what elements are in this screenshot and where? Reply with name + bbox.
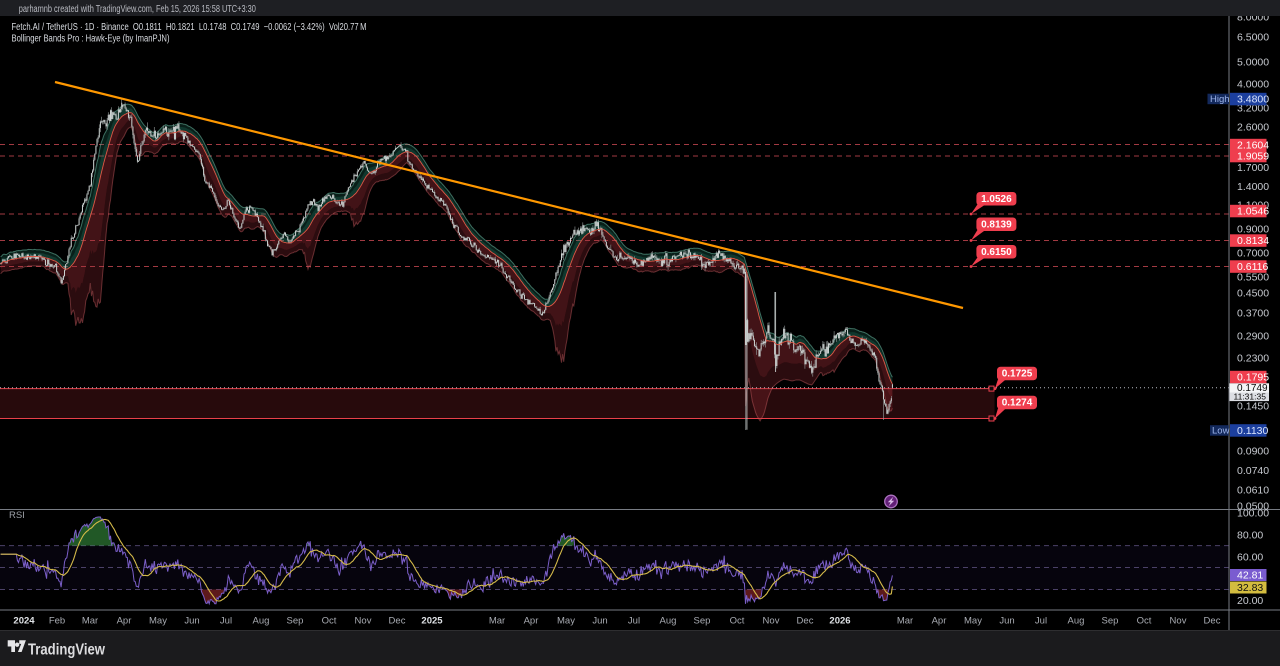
svg-text:11:31:35: 11:31:35 [1234, 392, 1267, 402]
svg-text:Dec: Dec [389, 616, 406, 627]
svg-text:Sep: Sep [694, 616, 711, 627]
svg-text:0.8139: 0.8139 [981, 220, 1012, 231]
svg-text:2024: 2024 [13, 616, 35, 627]
svg-text:2.6000: 2.6000 [1237, 122, 1269, 134]
svg-text:May: May [964, 616, 982, 627]
svg-text:0.6116: 0.6116 [1237, 261, 1268, 273]
svg-text:3.4800: 3.4800 [1237, 94, 1269, 106]
svg-text:Mar: Mar [897, 616, 913, 627]
svg-text:6.5000: 6.5000 [1237, 32, 1269, 44]
svg-text:Aug: Aug [253, 616, 270, 627]
svg-text:0.5500: 0.5500 [1237, 272, 1269, 284]
svg-text:0.0900: 0.0900 [1237, 446, 1269, 458]
svg-text:Sep: Sep [287, 616, 304, 627]
svg-text:2025: 2025 [421, 616, 443, 627]
svg-text:0.8134: 0.8134 [1237, 235, 1269, 247]
svg-text:1.0546: 1.0546 [1237, 206, 1269, 218]
svg-text:Mar: Mar [82, 616, 98, 627]
svg-text:0.1130: 0.1130 [1237, 425, 1268, 437]
svg-text:Aug: Aug [660, 616, 677, 627]
svg-text:Jul: Jul [628, 616, 640, 627]
svg-text:0.2900: 0.2900 [1237, 331, 1269, 343]
svg-text:20.00: 20.00 [1237, 595, 1263, 607]
svg-text:Dec: Dec [797, 616, 814, 627]
svg-text:0.0500: 0.0500 [1237, 501, 1269, 513]
svg-text:High: High [1210, 94, 1230, 105]
svg-text:32.83: 32.83 [1237, 582, 1263, 594]
svg-text:0.1795: 0.1795 [1237, 372, 1269, 384]
svg-text:Jun: Jun [999, 616, 1014, 627]
svg-text:Dec: Dec [1204, 616, 1221, 627]
svg-text:Apr: Apr [932, 616, 947, 627]
svg-text:Low: Low [1212, 426, 1230, 437]
svg-text:1.7000: 1.7000 [1237, 162, 1269, 174]
svg-text:4.0000: 4.0000 [1237, 79, 1269, 91]
svg-text:Oct: Oct [322, 616, 337, 627]
svg-text:Jul: Jul [1035, 616, 1047, 627]
svg-text:Fetch.AI / TetherUS · 1D · Bin: Fetch.AI / TetherUS · 1D · Binance O0.18… [12, 22, 367, 33]
svg-text:1.0526: 1.0526 [981, 194, 1012, 205]
svg-text:0.7000: 0.7000 [1237, 248, 1269, 260]
svg-text:0.0610: 0.0610 [1237, 485, 1269, 497]
svg-text:Mar: Mar [489, 616, 505, 627]
svg-text:0.2300: 0.2300 [1237, 353, 1269, 365]
svg-text:0.4500: 0.4500 [1237, 288, 1269, 300]
svg-text:RSI: RSI [9, 510, 25, 521]
svg-text:Bollinger Bands Pro : Hawk-Eye: Bollinger Bands Pro : Hawk-Eye (by ImanP… [12, 34, 170, 45]
svg-text:Jun: Jun [592, 616, 607, 627]
svg-text:Oct: Oct [730, 616, 745, 627]
svg-text:60.00: 60.00 [1237, 552, 1263, 564]
svg-text:0.3700: 0.3700 [1237, 308, 1269, 320]
svg-text:May: May [149, 616, 167, 627]
svg-text:5.0000: 5.0000 [1237, 57, 1269, 69]
svg-text:Nov: Nov [763, 616, 780, 627]
svg-text:42.81: 42.81 [1237, 570, 1263, 582]
svg-text:Sep: Sep [1102, 616, 1119, 627]
svg-text:80.00: 80.00 [1237, 530, 1263, 542]
svg-text:0.1274: 0.1274 [1002, 398, 1033, 409]
svg-text:Nov: Nov [1170, 616, 1187, 627]
svg-text:0.1749: 0.1749 [1237, 383, 1268, 394]
svg-text:Feb: Feb [49, 616, 65, 627]
svg-text:Jun: Jun [184, 616, 199, 627]
svg-text:100.00: 100.00 [1237, 508, 1269, 520]
svg-text:0.6150: 0.6150 [981, 247, 1012, 258]
svg-text:0.1450: 0.1450 [1237, 401, 1269, 413]
svg-text:1.9059: 1.9059 [1237, 151, 1269, 163]
svg-text:2.1604: 2.1604 [1237, 140, 1269, 152]
svg-text:Oct: Oct [1137, 616, 1152, 627]
svg-text:0.0740: 0.0740 [1237, 465, 1269, 477]
svg-text:Apr: Apr [117, 616, 132, 627]
svg-text:0.1725: 0.1725 [1002, 369, 1033, 380]
svg-text:Aug: Aug [1068, 616, 1085, 627]
svg-text:1.4000: 1.4000 [1237, 181, 1269, 193]
svg-text:May: May [557, 616, 575, 627]
svg-text:Apr: Apr [524, 616, 539, 627]
svg-text:Nov: Nov [355, 616, 372, 627]
svg-text:3.2000: 3.2000 [1237, 103, 1269, 115]
svg-text:TradingView: TradingView [28, 642, 106, 659]
svg-text:2026: 2026 [829, 616, 850, 627]
svg-text:0.9000: 0.9000 [1237, 224, 1269, 236]
svg-text:Jul: Jul [220, 616, 232, 627]
svg-text:parhamnb created with TradingV: parhamnb created with TradingView.com, F… [19, 4, 256, 15]
